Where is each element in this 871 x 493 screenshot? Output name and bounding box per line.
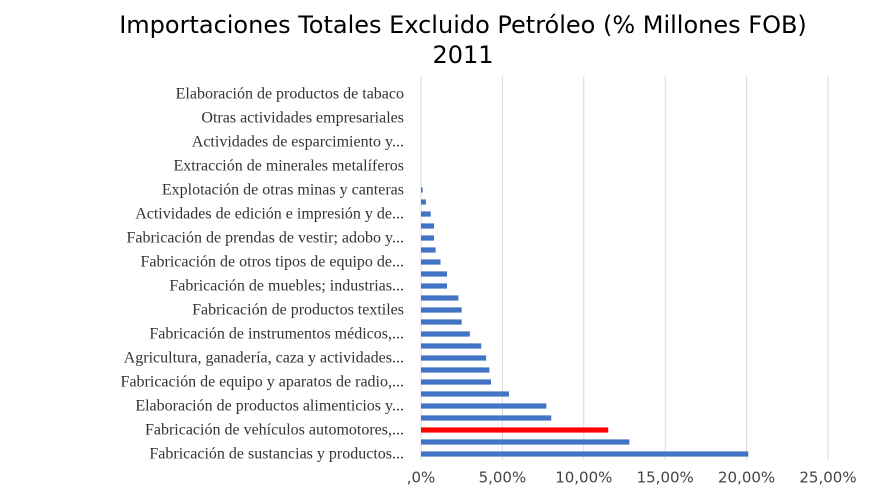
bar <box>421 307 462 313</box>
bar <box>421 235 435 241</box>
bar <box>421 331 470 337</box>
y-tick-label: Fabricación de productos textiles <box>192 302 404 319</box>
bar <box>421 271 448 277</box>
y-tick-label: Fabricación de otros tipos de equipo de.… <box>141 254 405 271</box>
y-tick-label: Fabricación de equipo y aparatos de radi… <box>121 374 404 391</box>
y-tick-label: Actividades de esparcimiento y... <box>192 134 404 151</box>
y-tick-label: Explotación de otras minas y canteras <box>162 182 404 199</box>
x-tick-label: 15,00% <box>637 469 694 487</box>
bar <box>421 295 459 301</box>
bar <box>421 439 630 445</box>
x-tick-label: 20,00% <box>718 469 775 487</box>
x-tick-label: ,0% <box>407 469 436 487</box>
bar <box>421 403 547 409</box>
y-tick-label: Fabricación de sustancias y productos... <box>149 446 404 463</box>
y-tick-label: Fabricación de instrumentos médicos,... <box>149 326 404 343</box>
y-tick-label: Extracción de minerales metalíferos <box>173 158 404 175</box>
bar <box>421 379 492 385</box>
bar <box>421 355 487 361</box>
x-tick-label: 5,00% <box>479 469 527 487</box>
y-tick-label: Agricultura, ganadería, caza y actividad… <box>124 350 404 367</box>
y-tick-label: Elaboración de productos alimenticios y.… <box>135 398 404 415</box>
bar <box>421 283 448 289</box>
bar <box>421 319 462 325</box>
bar <box>421 199 426 205</box>
y-tick-label: Fabricación de vehículos automotores,... <box>145 422 404 439</box>
x-tick-label: 25,00% <box>799 469 856 487</box>
bar <box>421 427 609 433</box>
bar <box>421 259 441 265</box>
bar <box>421 187 423 193</box>
x-tick-label: 10,00% <box>555 469 612 487</box>
y-tick-label: Otras actividades empresariales <box>201 110 404 127</box>
bar <box>421 415 552 421</box>
bar <box>421 451 749 457</box>
bar <box>421 343 482 349</box>
y-tick-label: Fabricación de prendas de vestir; adobo … <box>126 230 404 247</box>
y-tick-label: Actividades de edición e impresión y de.… <box>135 206 404 223</box>
bar <box>421 211 431 217</box>
y-tick-label: Elaboración de productos de tabaco <box>176 86 404 103</box>
bar <box>421 223 435 229</box>
bar <box>421 367 490 373</box>
chart-title: Importaciones Totales Excluido Petróleo … <box>119 11 807 69</box>
bar <box>421 247 436 253</box>
y-tick-label: Fabricación de muebles; industrias... <box>169 278 404 295</box>
bar <box>421 391 509 397</box>
